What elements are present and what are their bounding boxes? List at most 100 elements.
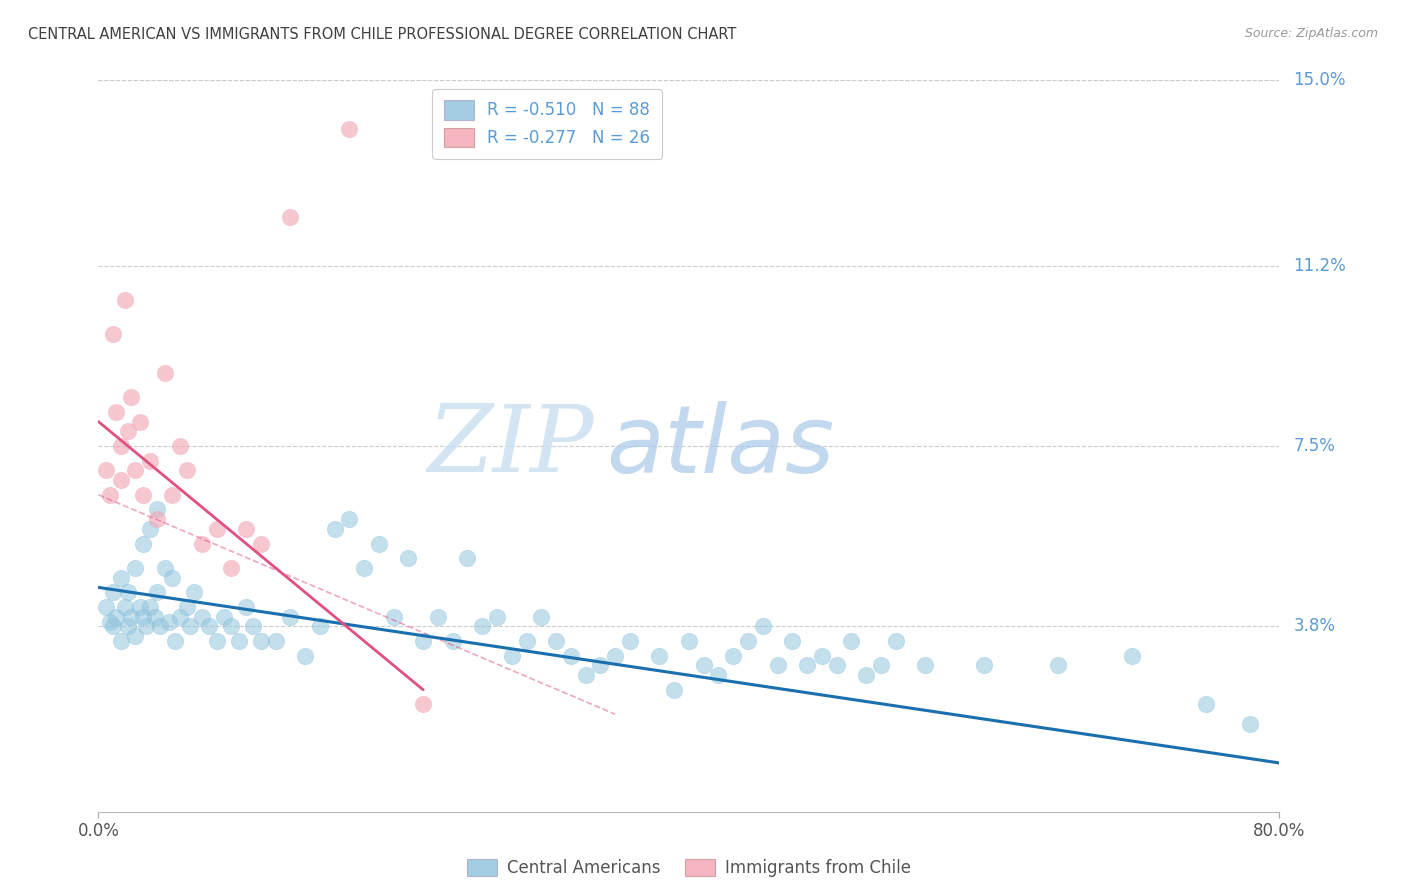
Point	[162, 571, 183, 585]
Point	[128, 599, 150, 614]
Point	[737, 634, 759, 648]
Point	[157, 615, 180, 629]
Point	[766, 658, 789, 673]
Point	[94, 463, 117, 477]
Point	[323, 522, 346, 536]
Point	[205, 634, 228, 648]
Point	[110, 439, 132, 453]
Point	[855, 668, 877, 682]
Point	[396, 551, 419, 566]
Point	[114, 599, 136, 614]
Point	[198, 619, 221, 633]
Point	[751, 619, 773, 633]
Point	[242, 619, 264, 633]
Point	[103, 326, 125, 341]
Point	[264, 634, 287, 648]
Point	[110, 571, 132, 585]
Point	[191, 609, 214, 624]
Point	[124, 561, 146, 575]
Point	[309, 619, 332, 633]
Point	[110, 634, 132, 648]
Point	[153, 366, 176, 380]
Point	[337, 512, 360, 526]
Point	[574, 668, 596, 682]
Point	[212, 609, 235, 624]
Point	[98, 488, 121, 502]
Point	[441, 634, 464, 648]
Point	[146, 512, 169, 526]
Point	[146, 502, 169, 516]
Point	[337, 122, 360, 136]
Point	[546, 634, 568, 648]
Point	[191, 536, 214, 550]
Point	[117, 585, 139, 599]
Point	[353, 561, 375, 575]
Point	[723, 648, 745, 663]
Point	[146, 585, 169, 599]
Point	[501, 648, 523, 663]
Point	[278, 210, 302, 224]
Point	[124, 629, 146, 643]
Point	[114, 293, 136, 307]
Point	[412, 698, 434, 712]
Point	[619, 634, 641, 648]
Point	[839, 634, 862, 648]
Point	[250, 634, 273, 648]
Point	[139, 453, 162, 467]
Point	[782, 634, 804, 648]
Point	[120, 609, 142, 624]
Point	[176, 463, 198, 477]
Point	[427, 609, 450, 624]
Text: 11.2%: 11.2%	[1294, 257, 1346, 275]
Point	[664, 682, 686, 697]
Point	[869, 658, 891, 673]
Text: 7.5%: 7.5%	[1294, 437, 1336, 455]
Point	[530, 609, 553, 624]
Point	[589, 658, 612, 673]
Text: ZIP: ZIP	[427, 401, 595, 491]
Text: 15.0%: 15.0%	[1294, 71, 1346, 89]
Point	[825, 658, 848, 673]
Point	[1195, 698, 1218, 712]
Text: Source: ZipAtlas.com: Source: ZipAtlas.com	[1244, 27, 1378, 40]
Point	[605, 648, 627, 663]
Point	[149, 619, 172, 633]
Point	[110, 473, 132, 487]
Point	[103, 619, 125, 633]
Point	[1121, 648, 1143, 663]
Point	[219, 619, 243, 633]
Point	[707, 668, 730, 682]
Point	[162, 488, 183, 502]
Point	[648, 648, 671, 663]
Point	[560, 648, 582, 663]
Point	[884, 634, 907, 648]
Point	[124, 463, 146, 477]
Point	[165, 634, 187, 648]
Point	[139, 599, 162, 614]
Point	[471, 619, 494, 633]
Point	[120, 390, 142, 404]
Point	[105, 609, 128, 624]
Point	[176, 599, 198, 614]
Point	[169, 609, 191, 624]
Point	[228, 634, 250, 648]
Point	[179, 619, 201, 633]
Point	[1046, 658, 1069, 673]
Point	[117, 619, 139, 633]
Point	[139, 522, 162, 536]
Point	[693, 658, 716, 673]
Point	[678, 634, 700, 648]
Point	[368, 536, 391, 550]
Point	[94, 599, 117, 614]
Point	[1239, 717, 1261, 731]
Point	[219, 561, 243, 575]
Point	[132, 536, 155, 550]
Point	[973, 658, 995, 673]
Point	[278, 609, 302, 624]
Point	[235, 522, 257, 536]
Point	[103, 585, 125, 599]
Text: 3.8%: 3.8%	[1294, 617, 1336, 635]
Point	[235, 599, 257, 614]
Point	[117, 425, 139, 439]
Point	[412, 634, 434, 648]
